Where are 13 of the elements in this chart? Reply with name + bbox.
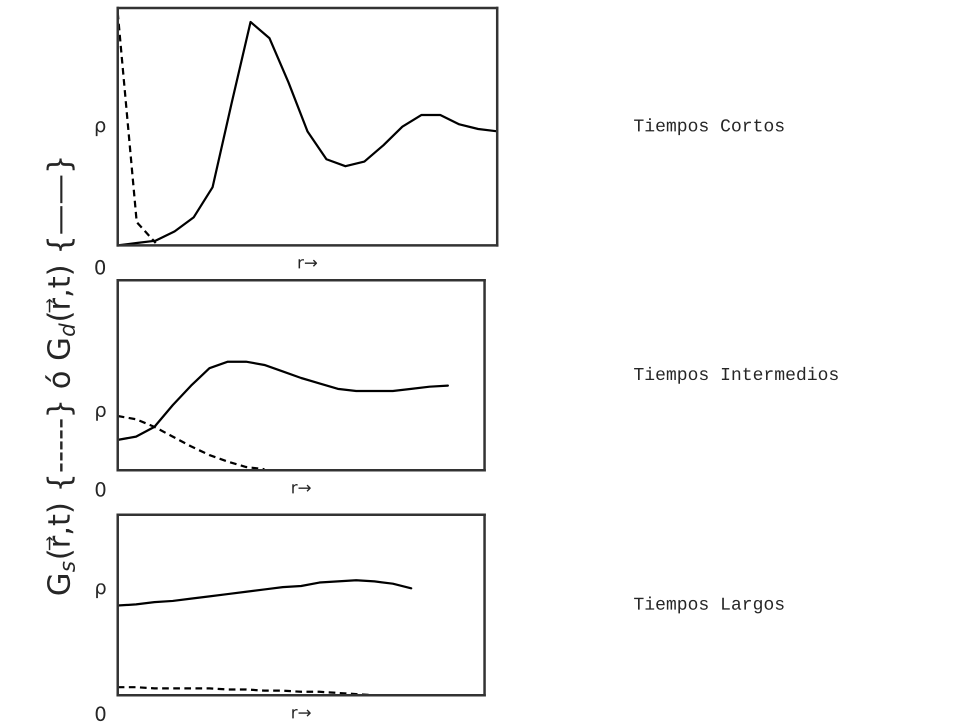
text: Tiempos Largos	[634, 596, 784, 614]
text: ρ	[96, 121, 106, 136]
y-axis-title: G$_{s}$(r⃗,t) {-----} ó G$_{d}$(r⃗,t) {——}	[45, 158, 76, 594]
text: ρ	[96, 583, 106, 598]
text: ρ	[96, 406, 106, 421]
text: 0	[96, 482, 106, 497]
x-axis-title: r→	[292, 484, 311, 494]
text: 0	[95, 260, 106, 275]
x-axis-title: r→	[292, 708, 311, 718]
text: Tiempos Intermedios	[634, 366, 838, 384]
text: 0	[96, 706, 106, 722]
text: Tiempos Cortos	[634, 118, 784, 136]
x-axis-title: r→	[298, 259, 318, 268]
